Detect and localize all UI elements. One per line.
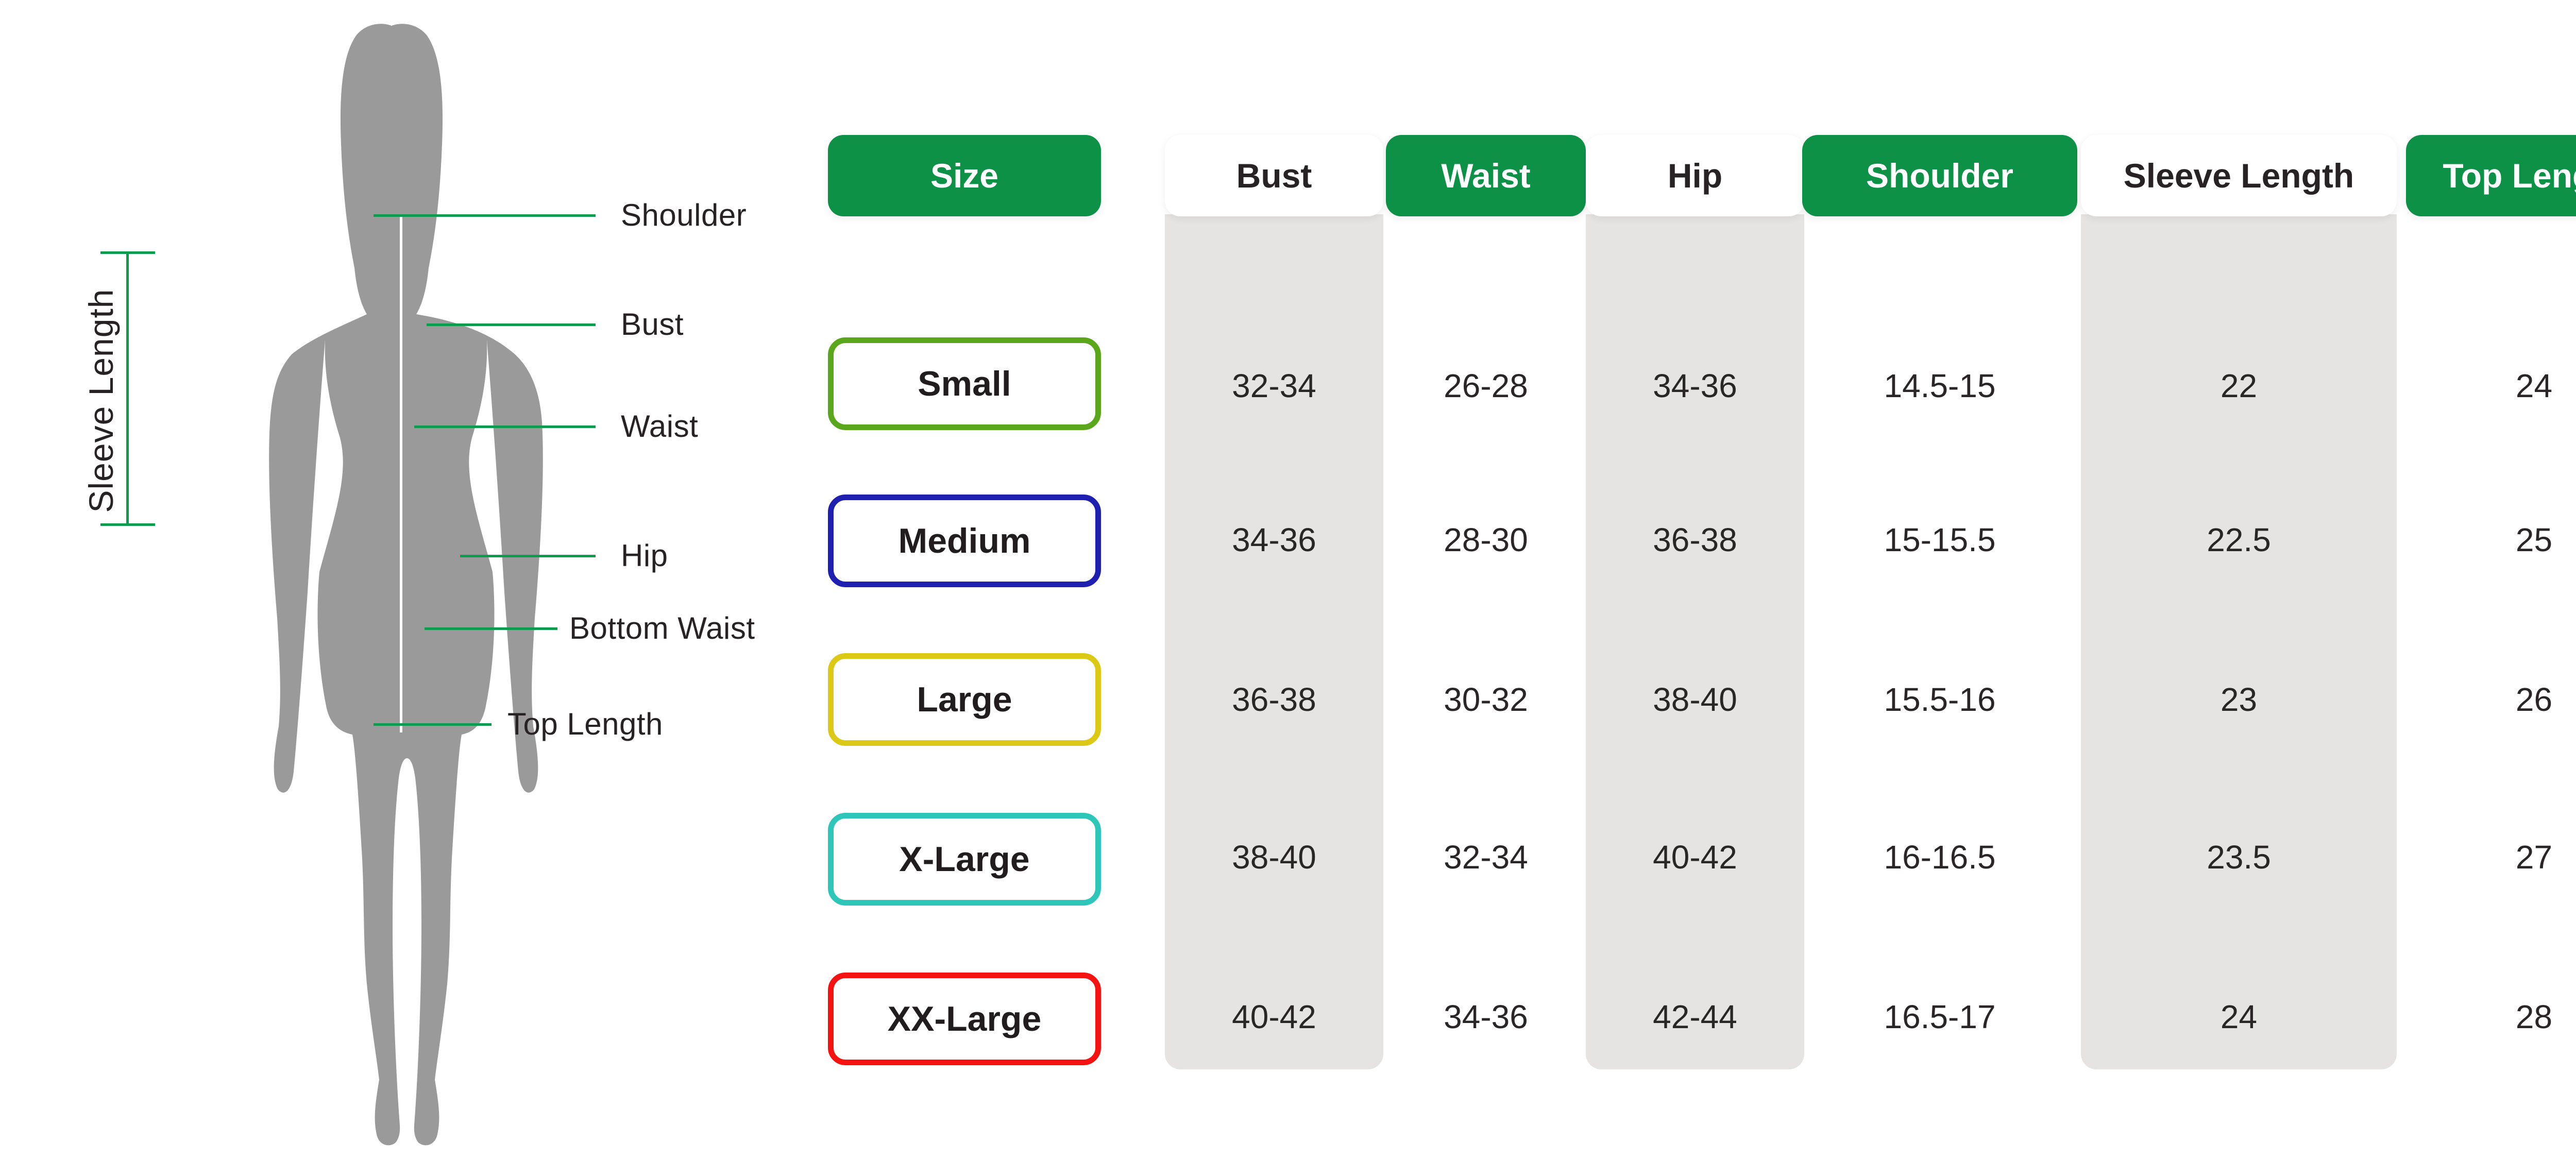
size-button-small[interactable]: Small [828,337,1101,430]
cell-large-sleeve-length: 23 [2220,681,2258,718]
hip-leader-line [460,555,596,557]
cell-small-sleeve-length: 22 [2220,367,2258,404]
cell-large-hip: 38-40 [1653,681,1737,718]
top-length-leader-line [374,723,492,726]
sleeve-length-label: Sleeve Length [82,288,120,513]
cell-x-large-waist: 32-34 [1444,839,1528,876]
cell-small-shoulder: 14.5-15 [1884,367,1996,404]
column-shade-bust [1165,214,1383,1069]
size-button-x-large[interactable]: X-Large [828,813,1101,906]
waist-label: Waist [621,409,699,444]
cell-xx-large-bust: 40-42 [1232,998,1316,1035]
cell-x-large-top-length: 27 [2515,839,2553,876]
cell-small-waist: 26-28 [1444,367,1528,404]
cell-small-top-length: 24 [2515,367,2553,404]
bust-label: Bust [621,307,684,342]
bottom-waist-leader-line [425,627,557,630]
shoulder-leader-line [374,214,596,217]
size-button-xx-large[interactable]: XX-Large [828,973,1101,1065]
cell-xx-large-waist: 34-36 [1444,998,1528,1035]
column-shade-sleeve-length [2081,214,2397,1069]
column-header-sleeve-length: Sleeve Length [2081,135,2397,216]
cell-xx-large-top-length: 28 [2515,998,2553,1035]
cell-xx-large-hip: 42-44 [1653,998,1737,1035]
cell-small-bust: 32-34 [1232,367,1316,404]
hip-label: Hip [621,538,668,573]
cell-x-large-hip: 40-42 [1653,839,1737,876]
cell-xx-large-sleeve-length: 24 [2220,998,2258,1035]
cell-x-large-bust: 38-40 [1232,839,1316,876]
cell-medium-top-length: 25 [2515,521,2553,558]
female-body-silhouette [269,24,543,1146]
column-header-hip: Hip [1586,135,1804,216]
column-header-waist: Waist [1386,135,1586,216]
bottom-waist-label: Bottom Waist [569,611,755,645]
column-header-shoulder: Shoulder [1802,135,2077,216]
top-length-label: Top Length [507,707,663,741]
cell-large-top-length: 26 [2515,681,2553,718]
garment-center-measure-line [400,216,402,732]
column-header-top-length: Top Length [2406,135,2576,216]
cell-medium-waist: 28-30 [1444,521,1528,558]
cell-xx-large-shoulder: 16.5-17 [1884,998,1996,1035]
cell-large-shoulder: 15.5-16 [1884,681,1996,718]
body-silhouette-shape [269,24,543,1146]
cell-x-large-shoulder: 16-16.5 [1884,839,1996,876]
column-shade-hip [1586,214,1804,1069]
sleeve-bracket-top-tick [100,251,155,254]
sleeve-bracket-bottom-tick [100,523,155,526]
cell-x-large-sleeve-length: 23.5 [2207,839,2271,876]
column-header-bust: Bust [1165,135,1383,216]
bust-leader-line [427,323,596,326]
column-header-size: Size [828,135,1101,216]
waist-leader-line [414,425,596,428]
cell-medium-bust: 34-36 [1232,521,1316,558]
cell-medium-sleeve-length: 22.5 [2207,521,2271,558]
sleeve-bracket-vertical-line [126,252,129,525]
cell-medium-shoulder: 15-15.5 [1884,521,1996,558]
cell-large-waist: 30-32 [1444,681,1528,718]
cell-medium-hip: 36-38 [1653,521,1737,558]
size-button-large[interactable]: Large [828,653,1101,746]
shoulder-label: Shoulder [621,198,747,232]
cell-small-hip: 34-36 [1653,367,1737,404]
size-button-medium[interactable]: Medium [828,495,1101,587]
cell-large-bust: 36-38 [1232,681,1316,718]
